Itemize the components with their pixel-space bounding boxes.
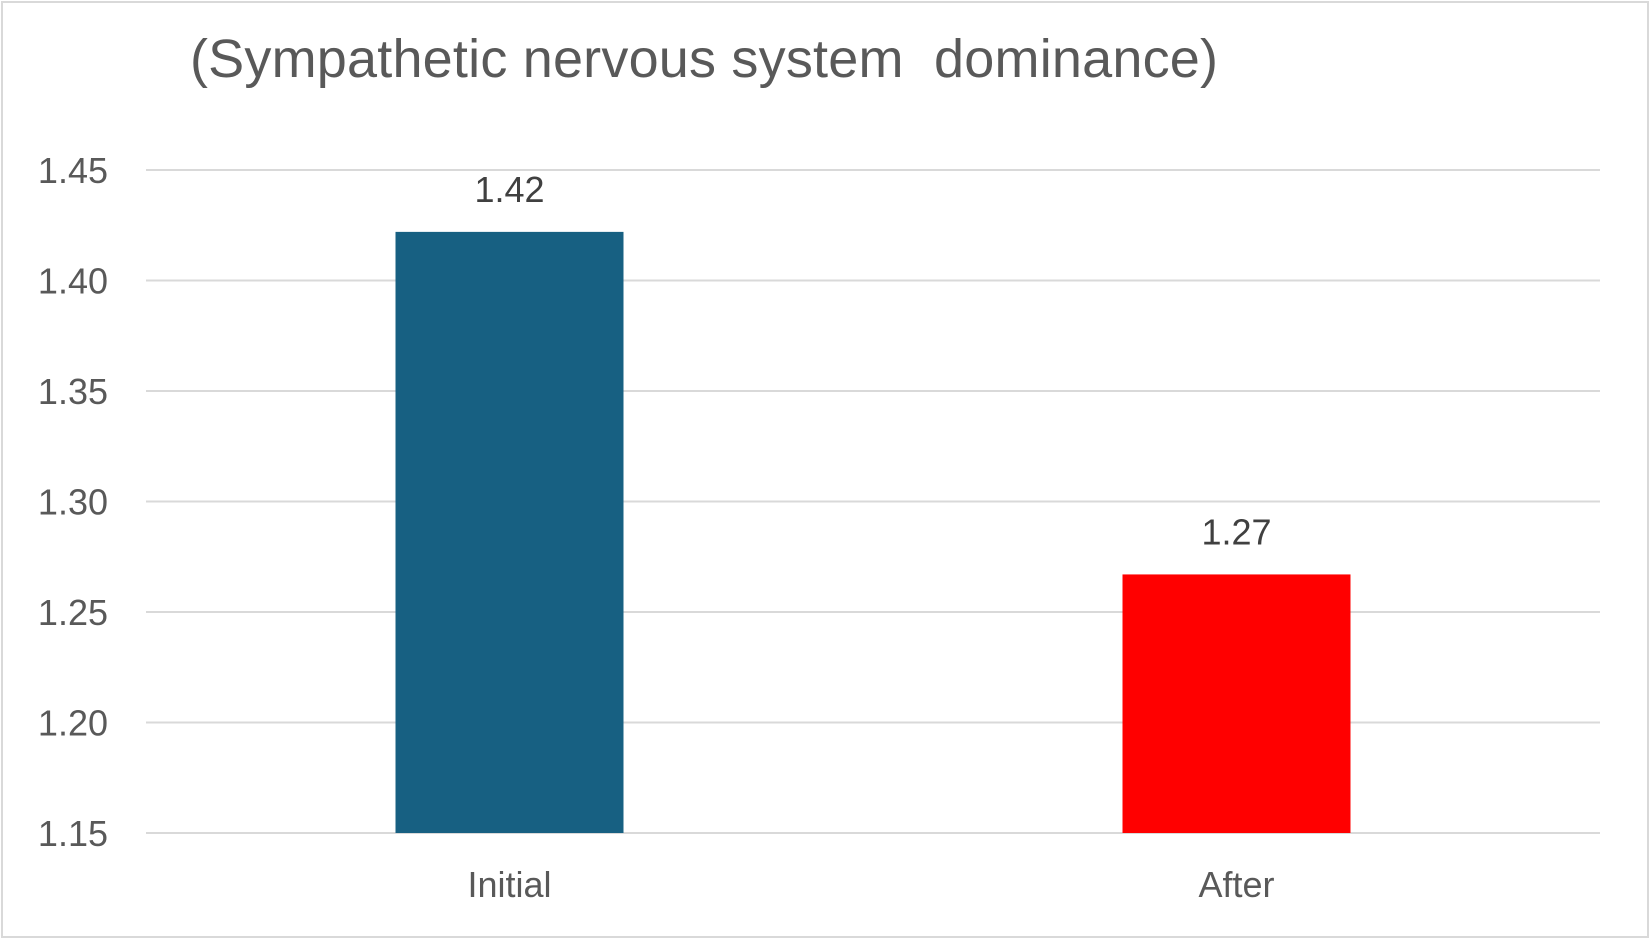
- gridlines: [146, 169, 1600, 834]
- y-tick-label: 1.45: [38, 150, 108, 191]
- y-tick-label: 1.20: [38, 703, 108, 744]
- y-tick-label: 1.40: [38, 261, 108, 302]
- x-tick-label: After: [1198, 864, 1274, 905]
- data-label: 1.42: [474, 169, 544, 210]
- bar: [395, 231, 624, 833]
- y-tick-label: 1.25: [38, 592, 108, 633]
- data-labels: 1.42 1.27: [474, 169, 1271, 553]
- data-label: 1.27: [1201, 511, 1271, 552]
- chart-title: (Sympathetic nervous system dominance): [190, 29, 1219, 89]
- y-axis-ticks: 1.15 1.20 1.25 1.30 1.35 1.40 1.45: [38, 150, 108, 854]
- y-tick-label: 1.15: [38, 813, 108, 854]
- y-tick-label: 1.30: [38, 482, 108, 523]
- bar: [1122, 574, 1351, 833]
- y-tick-label: 1.35: [38, 371, 108, 412]
- x-axis-ticks: Initial After: [467, 864, 1274, 905]
- x-tick-label: Initial: [467, 864, 551, 905]
- bars: [395, 231, 1351, 833]
